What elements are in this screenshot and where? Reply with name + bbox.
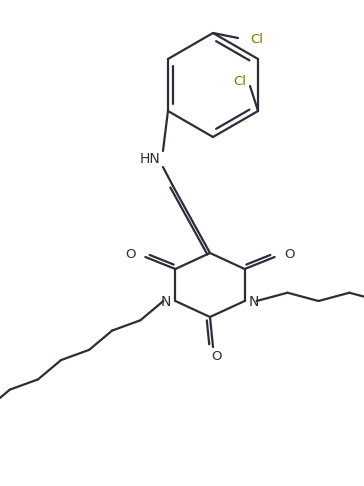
Text: N: N [161, 295, 171, 309]
Text: Cl: Cl [234, 75, 246, 88]
Text: N: N [249, 295, 259, 309]
Text: Cl: Cl [250, 34, 263, 47]
Text: O: O [211, 350, 221, 364]
Text: HN: HN [139, 152, 160, 166]
Text: O: O [125, 248, 135, 261]
Text: O: O [285, 248, 295, 261]
